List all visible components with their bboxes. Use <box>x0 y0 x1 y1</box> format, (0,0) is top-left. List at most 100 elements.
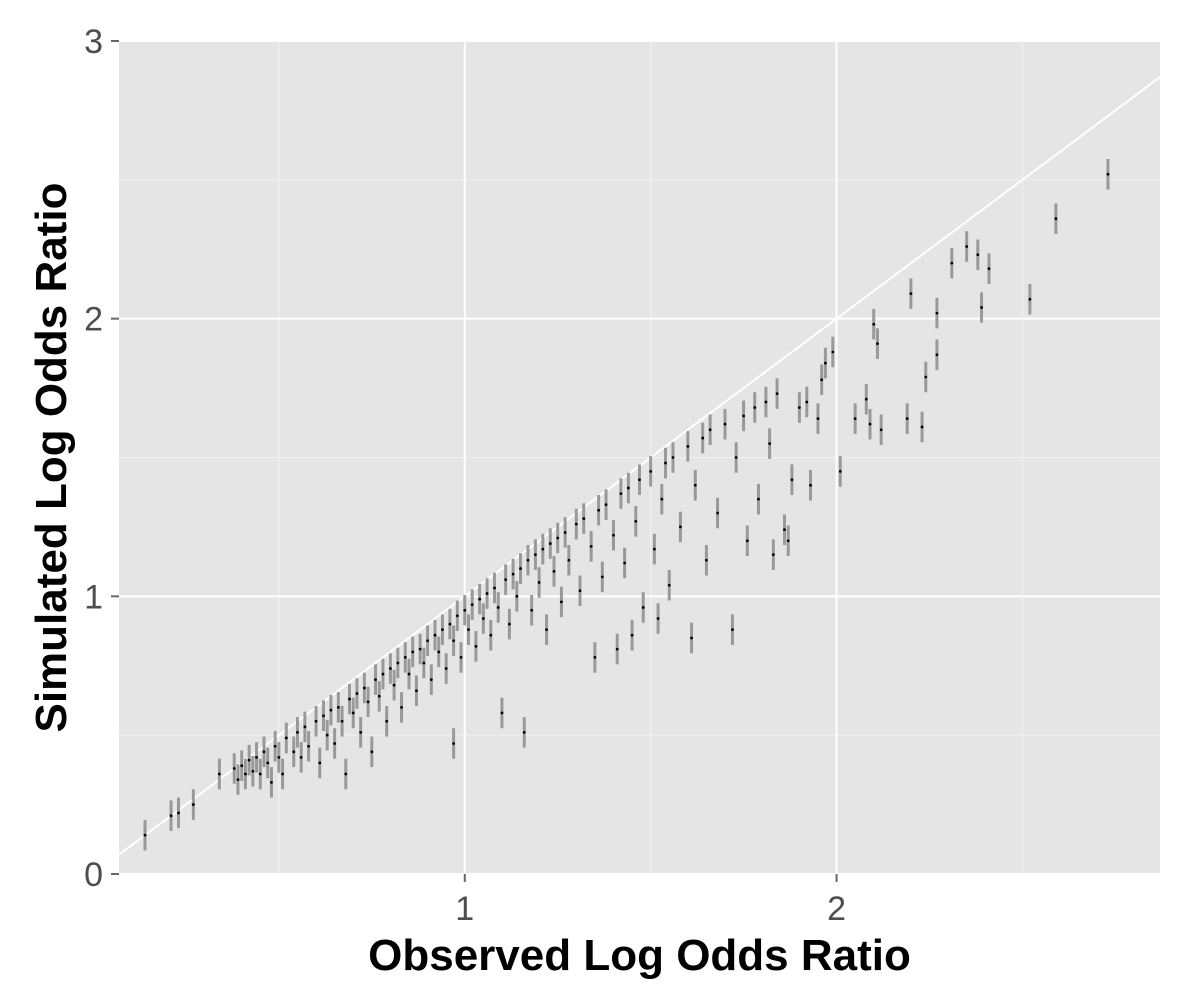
data-point <box>693 483 697 487</box>
data-point <box>258 772 262 776</box>
data-point <box>455 614 459 618</box>
data-point <box>757 497 760 501</box>
data-point <box>452 742 456 745</box>
data-point <box>626 486 630 490</box>
data-point <box>359 730 363 734</box>
data-point <box>251 769 255 773</box>
data-point <box>318 761 322 765</box>
data-point <box>143 833 147 837</box>
data-point <box>723 422 727 426</box>
data-point <box>522 730 526 734</box>
data-point <box>805 400 809 404</box>
data-point <box>474 644 478 648</box>
data-point <box>418 647 422 651</box>
data-point <box>734 456 738 459</box>
data-point <box>909 292 913 296</box>
data-point <box>690 636 693 640</box>
data-point <box>638 478 641 482</box>
data-point <box>920 425 924 429</box>
data-point <box>753 406 757 409</box>
data-point <box>478 597 482 601</box>
y-tick-label: 0 <box>84 856 103 894</box>
y-tick-label: 2 <box>84 301 103 339</box>
data-point <box>303 725 307 729</box>
data-point <box>578 589 582 593</box>
data-point <box>385 719 389 723</box>
data-point <box>656 617 660 620</box>
data-point <box>355 692 359 695</box>
data-point <box>437 650 441 654</box>
data-point <box>868 422 872 426</box>
data-point <box>545 628 548 632</box>
data-point <box>623 561 627 565</box>
data-point <box>500 711 504 715</box>
data-point <box>556 536 560 540</box>
data-point <box>273 744 277 748</box>
data-point <box>433 633 437 637</box>
data-point <box>392 683 396 687</box>
data-point <box>344 772 348 776</box>
data-point <box>678 525 682 529</box>
data-point <box>816 417 820 421</box>
data-point <box>582 517 586 520</box>
data-point <box>876 342 879 346</box>
data-point <box>731 628 734 632</box>
data-point <box>496 606 500 609</box>
data-point <box>336 706 340 709</box>
data-point <box>452 639 456 643</box>
data-point <box>236 778 240 781</box>
data-point <box>348 697 351 701</box>
data-point <box>552 569 556 573</box>
data-point <box>831 350 835 354</box>
data-point <box>1106 172 1110 176</box>
data-point <box>649 469 653 473</box>
y-tick-label: 1 <box>84 578 103 616</box>
data-point <box>422 661 426 665</box>
data-point <box>489 633 493 637</box>
data-point <box>284 736 288 740</box>
data-point <box>340 719 344 723</box>
data-point <box>329 708 333 712</box>
data-point <box>615 647 619 651</box>
data-point <box>935 311 939 315</box>
data-point <box>177 811 180 815</box>
data-point <box>389 667 392 670</box>
data-point <box>775 392 779 396</box>
data-point <box>764 400 768 404</box>
data-point <box>797 406 801 409</box>
data-point <box>853 417 857 421</box>
data-point <box>664 461 667 465</box>
data-point <box>604 503 608 507</box>
data-point <box>470 603 474 607</box>
data-point <box>701 436 705 440</box>
data-point <box>872 322 876 326</box>
data-point <box>879 428 883 432</box>
y-tick-label: 3 <box>84 23 103 61</box>
data-point <box>467 628 470 632</box>
data-point <box>965 245 969 248</box>
data-point <box>924 375 928 379</box>
data-point <box>671 456 675 459</box>
data-point <box>415 689 418 693</box>
data-point <box>463 608 467 612</box>
data-point <box>560 600 563 604</box>
data-point <box>771 553 775 557</box>
data-point <box>790 478 794 482</box>
data-point <box>429 678 433 682</box>
data-point <box>593 656 597 659</box>
data-point <box>548 542 552 545</box>
data-point <box>370 750 374 754</box>
data-point <box>377 694 381 698</box>
data-point <box>351 711 355 715</box>
data-point <box>481 617 485 620</box>
data-point <box>619 492 623 495</box>
data-point <box>534 553 537 557</box>
data-point <box>716 511 719 515</box>
data-point <box>905 417 909 421</box>
data-point <box>403 656 407 659</box>
data-point <box>448 622 452 626</box>
data-point <box>299 755 303 759</box>
data-point <box>589 544 593 548</box>
data-point <box>980 306 983 309</box>
data-point <box>374 678 377 682</box>
